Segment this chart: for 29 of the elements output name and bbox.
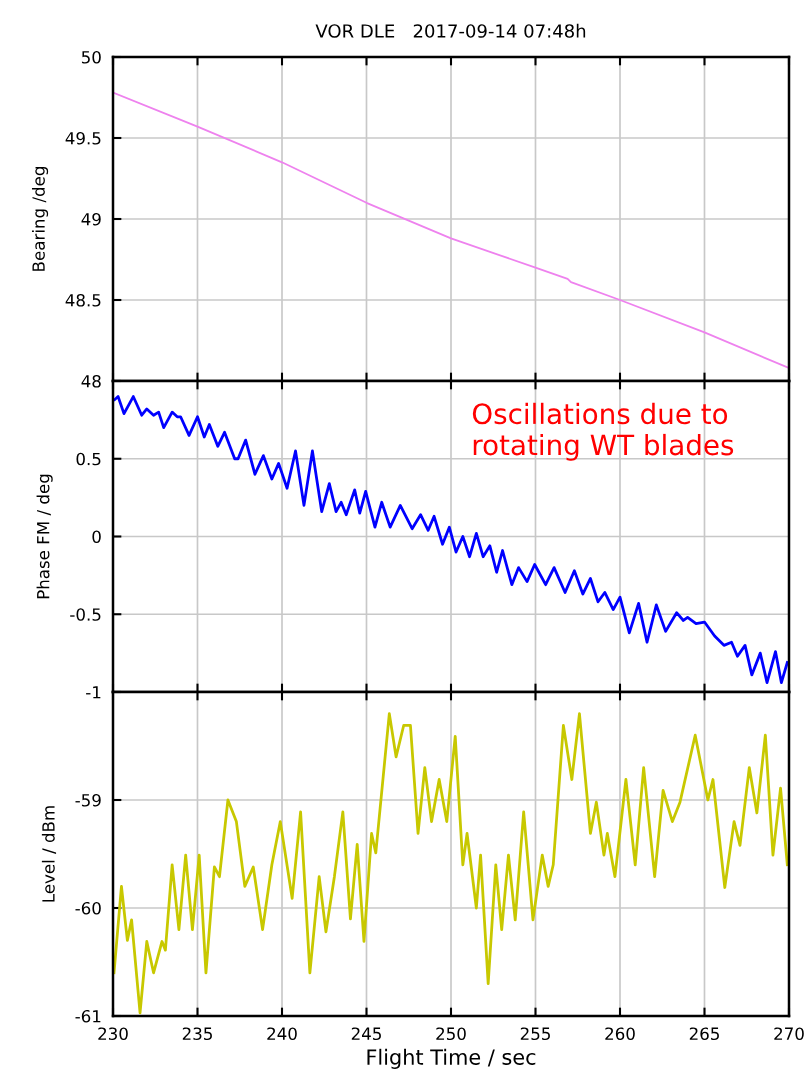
- y-tick-label: 49.5: [65, 131, 101, 145]
- y-tick-label: -61: [75, 1009, 101, 1023]
- y-tick-label: 50: [81, 50, 101, 64]
- y-tick-label: -60: [75, 901, 101, 915]
- x-tick-label: 250: [436, 1027, 466, 1041]
- y-tick-label: 48: [81, 374, 101, 388]
- x-tick-label: 270: [774, 1027, 804, 1041]
- y-axis-title: Level / dBm: [41, 806, 57, 902]
- y-tick-label: 49: [81, 212, 101, 226]
- x-tick-label: 230: [98, 1027, 128, 1041]
- x-tick-label: 255: [520, 1027, 550, 1041]
- y-tick-label: -59: [75, 793, 101, 807]
- y-tick-label: 48.5: [65, 293, 101, 307]
- y-axis-title: Phase FM / deg: [36, 474, 53, 599]
- x-tick-label: 265: [689, 1027, 719, 1041]
- x-tick-label: 260: [605, 1027, 635, 1041]
- line-series: [113, 395, 789, 685]
- x-tick-label: 235: [182, 1027, 212, 1041]
- y-tick-label: 0.5: [76, 452, 101, 466]
- y-tick-label: -0.5: [70, 608, 101, 621]
- y-tick-label: 0: [92, 530, 101, 544]
- line-series: [113, 91, 789, 369]
- x-tick-label: 240: [267, 1027, 297, 1041]
- x-tick-label: 245: [351, 1027, 381, 1041]
- x-axis-title: Flight Time / sec: [367, 1048, 536, 1069]
- y-axis-title: Bearing /deg: [31, 167, 49, 271]
- chart-title: VOR DLE 2017-09-14 07:48h: [315, 23, 586, 38]
- y-tick-label: -1: [86, 686, 101, 699]
- annotation: Oscillations due to rotating WT blades: [472, 402, 734, 461]
